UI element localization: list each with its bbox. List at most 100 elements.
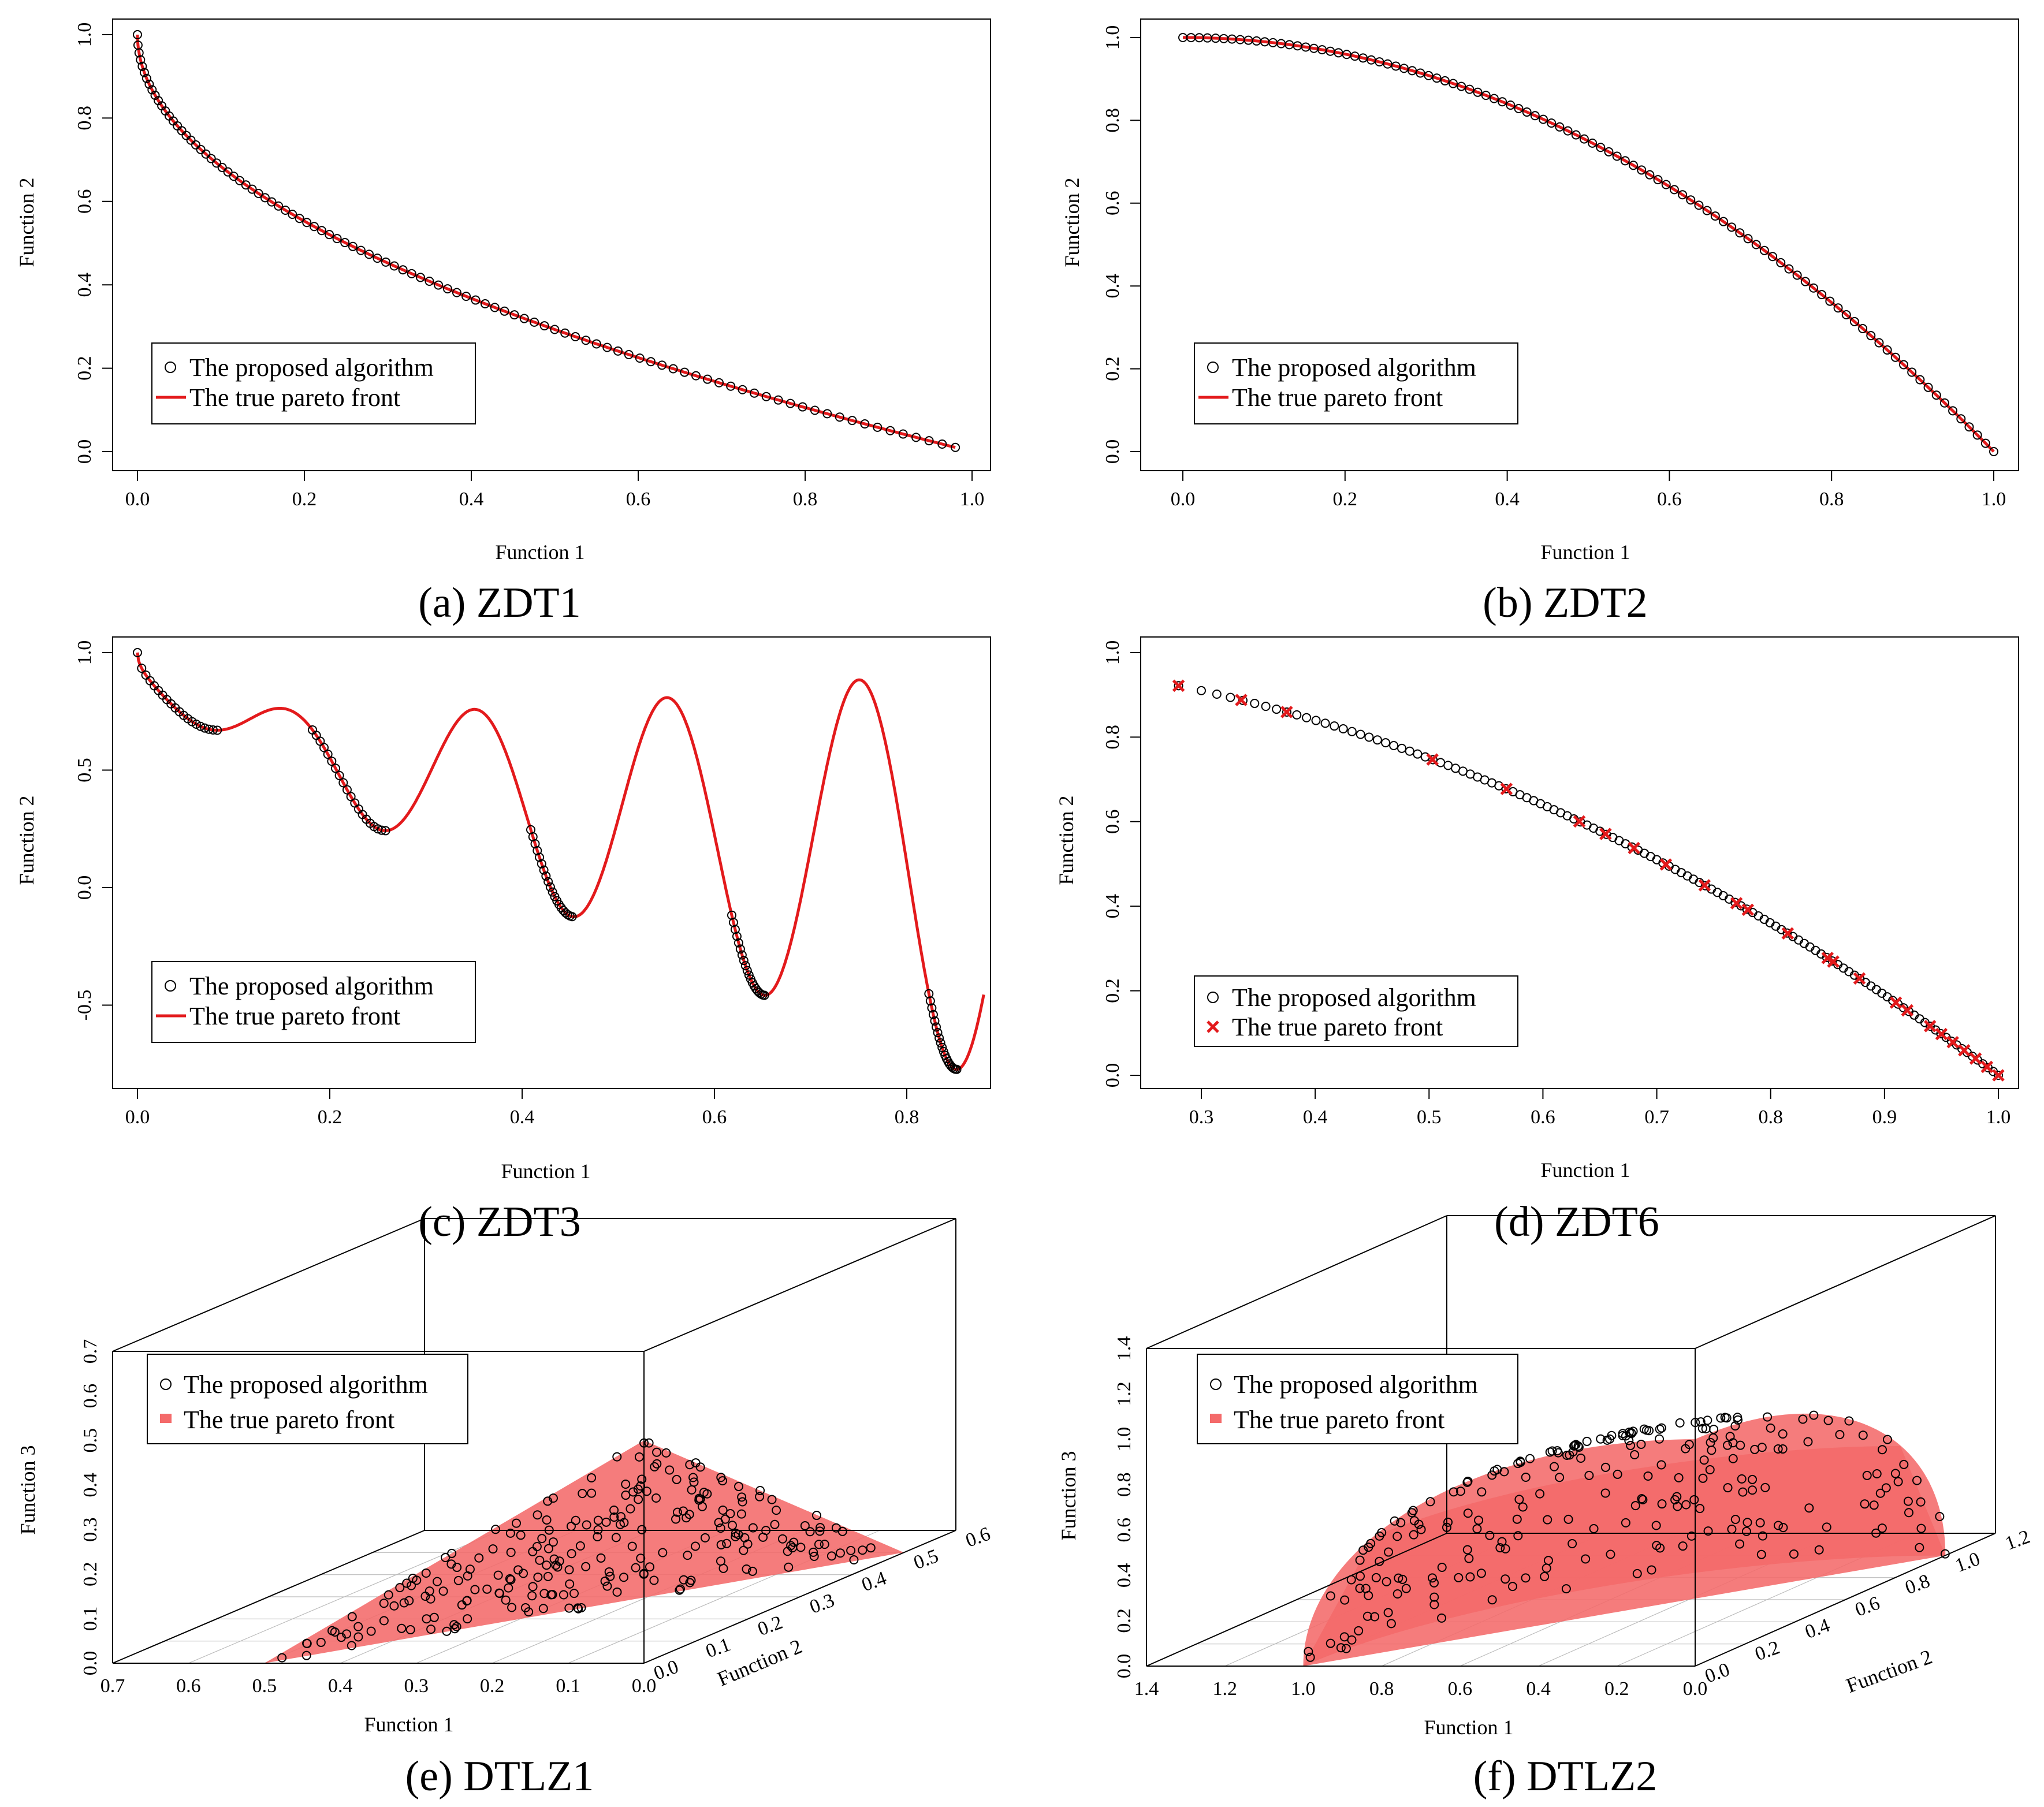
zdt3-caption: (c) ZDT3 [418, 1198, 580, 1246]
algorithm-point [679, 1575, 688, 1585]
algorithm-point [1250, 699, 1260, 709]
algorithm-point [565, 1579, 575, 1589]
algorithm-point [438, 1586, 448, 1596]
algorithm-point [571, 332, 580, 342]
algorithm-point [235, 176, 245, 185]
algorithm-point [1907, 367, 1917, 377]
algorithm-point [1776, 258, 1786, 267]
algorithm-point [1738, 1487, 1748, 1497]
algorithm-point [405, 1625, 415, 1635]
algorithm-point [1809, 1410, 1819, 1420]
true-front-cross [1659, 858, 1673, 871]
algorithm-point [1773, 1521, 1783, 1530]
algorithm-point [1501, 1574, 1510, 1584]
algorithm-point [442, 1626, 452, 1636]
algorithm-point [728, 918, 738, 927]
cross-stroke [1827, 955, 1840, 968]
panel-zdt2: 0.0 0.2 0.4 0.6 0.8 1.0 0.0 0.2 0.4 0.6 0.8 1.0 The… [1060, 18, 2019, 627]
y-tick-label: 1.0 [1102, 640, 1123, 665]
algorithm-point [1429, 1578, 1439, 1588]
algorithm-point [507, 1603, 517, 1612]
x-tick-label: 1.0 [1291, 1678, 1316, 1700]
algorithm-point [1416, 1525, 1426, 1534]
dtlz1-legend-front: The true pareto front [184, 1406, 394, 1434]
algorithm-point [347, 1612, 357, 1622]
algorithm-point [1860, 1499, 1870, 1509]
algorithm-point [626, 1504, 635, 1514]
algorithm-point [348, 241, 358, 251]
algorithm-point [1535, 1489, 1545, 1499]
algorithm-point [1881, 1483, 1891, 1493]
legend-circle-icon [1210, 1378, 1222, 1390]
algorithm-point [575, 1541, 585, 1551]
algorithm-point [301, 1650, 311, 1660]
algorithm-point [1399, 64, 1409, 73]
algorithm-point [1474, 1515, 1484, 1525]
algorithm-point [1778, 1523, 1788, 1533]
y-tick-label: 0.4 [1802, 1615, 1833, 1643]
algorithm-point [634, 1495, 643, 1504]
algorithm-point [671, 1514, 681, 1524]
algorithm-point [407, 1581, 416, 1590]
algorithm-point [488, 1544, 498, 1554]
zdt3-x-label: Function 1 [501, 1160, 590, 1183]
algorithm-point [144, 79, 154, 89]
algorithm-point [1497, 1537, 1507, 1547]
algorithm-point [737, 1492, 747, 1502]
true-front-cross [1992, 1069, 2005, 1082]
algorithm-point [1757, 1443, 1767, 1452]
algorithm-point [1735, 228, 1745, 238]
cross-stroke [1628, 841, 1640, 855]
algorithm-point [1454, 1573, 1464, 1582]
algorithm-point [576, 1603, 586, 1613]
algorithm-point [548, 1493, 558, 1503]
y-tick-label: 0.6 [1102, 191, 1123, 216]
zdt3-legend-front: The true pareto front [189, 1002, 400, 1030]
algorithm-point [1465, 1572, 1475, 1582]
algorithm-point [651, 1493, 661, 1503]
algorithm-point [1784, 264, 1794, 274]
algorithm-point [798, 402, 807, 412]
algorithm-point [739, 1545, 749, 1555]
zdt1-caption: (a) ZDT1 [418, 579, 580, 627]
algorithm-point [1539, 114, 1548, 124]
algorithm-point [1304, 1646, 1313, 1656]
algorithm-point [755, 1492, 765, 1502]
algorithm-point [934, 1033, 944, 1043]
y-tick-label: 0.5 [74, 758, 95, 783]
algorithm-point [809, 1552, 819, 1562]
algorithm-point [542, 1515, 552, 1525]
cross-stroke [1853, 972, 1866, 985]
algorithm-point [432, 1577, 442, 1586]
x-tick-label: 0.2 [1604, 1678, 1629, 1700]
algorithm-point [1723, 1440, 1733, 1450]
algorithm-point [447, 1548, 457, 1558]
true-front-cross [1980, 1060, 1994, 1074]
zdt2-legend-front: The true pareto front [1232, 383, 1443, 412]
x-tick-label: 0.6 [176, 1675, 201, 1697]
algorithm-point [1543, 1556, 1553, 1566]
algorithm-point [1386, 1619, 1396, 1629]
algorithm-point [739, 956, 749, 966]
algorithm-point [1355, 1555, 1365, 1565]
zdt6-y-label: Function 2 [1055, 795, 1078, 885]
algorithm-point [206, 154, 216, 163]
algorithm-point [682, 1513, 691, 1523]
x-tick-label: 1.0 [1982, 489, 2006, 510]
y-tick-label: 1.2 [2002, 1526, 2033, 1554]
algorithm-point [1621, 1518, 1630, 1527]
algorithm-point [1643, 1471, 1653, 1481]
algorithm-point [1637, 1494, 1647, 1504]
algorithm-point [609, 1506, 619, 1515]
legend-circle-icon [160, 1378, 172, 1390]
algorithm-point [1915, 375, 1925, 385]
algorithm-point [716, 1540, 726, 1549]
true-front-cross [1500, 783, 1513, 795]
algorithm-point [1569, 1441, 1579, 1451]
algorithm-point [1733, 1413, 1743, 1422]
x-tick-label: 0.5 [1417, 1106, 1442, 1128]
y-tick-label: 0.6 [1102, 810, 1123, 834]
algorithm-point [1689, 1495, 1699, 1504]
true-front-cross [1946, 1035, 1959, 1049]
